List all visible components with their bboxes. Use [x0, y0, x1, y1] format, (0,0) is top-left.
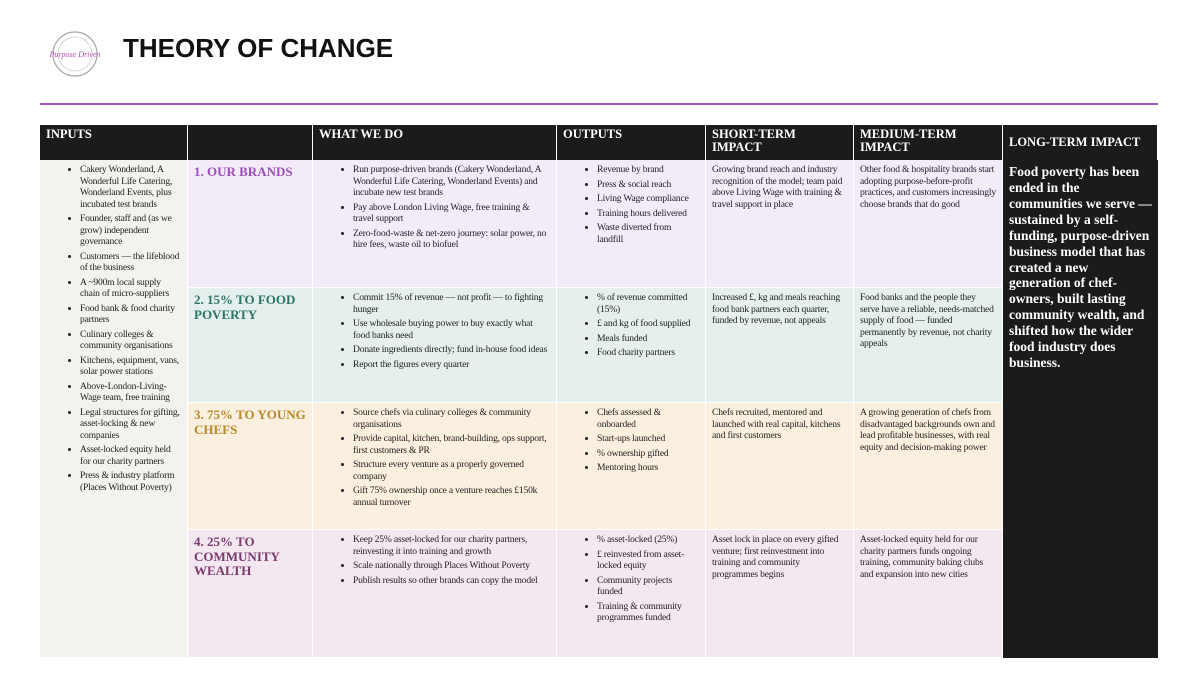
row-label: 2. 15% TO FOOD POVERTY: [188, 288, 313, 403]
what-we-do-item: Scale nationally through Places Without …: [353, 560, 550, 572]
output-item: Meals funded: [597, 333, 699, 345]
medium-term-cell: Other food & hospitality brands start ad…: [854, 160, 1003, 288]
outputs-cell: % asset-locked (25%) £ reinvested from as…: [557, 530, 706, 658]
inputs-cell: Cakery Wonderland, A Wonderful Life Cate…: [40, 160, 188, 658]
outputs-cell: % of revenue committed (15%) £ and kg of …: [557, 288, 706, 403]
outputs-cell: Chefs assessed & onboarded Start-ups laun…: [557, 403, 706, 530]
output-item: Waste diverted from landfill: [597, 222, 699, 245]
header-cell: OUTPUTS: [557, 125, 706, 160]
row-label: 3. 75% TO YOUNG CHEFS: [188, 403, 313, 530]
row-label: 1. OUR BRANDS: [188, 160, 313, 288]
output-item: £ reinvested from asset-locked equity: [597, 549, 699, 572]
what-we-do-list: Source chefs via culinary colleges & com…: [319, 407, 550, 508]
medium-term-cell: Food banks and the people they serve hav…: [854, 288, 1003, 403]
input-item: Asset-locked equity held for our charity…: [80, 444, 181, 467]
what-we-do-item: Publish results so other brands can copy…: [353, 575, 550, 587]
output-item: £ and kg of food supplied: [597, 318, 699, 330]
header-cell: INPUTS: [40, 125, 188, 160]
what-we-do-item: Provide capital, kitchen, brand-building…: [353, 433, 550, 456]
output-item: % asset-locked (25%): [597, 534, 699, 546]
short-term-cell: Asset lock in place on every gifted vent…: [706, 530, 854, 658]
output-item: Community projects funded: [597, 575, 699, 598]
output-item: Training & community programmes funded: [597, 601, 699, 624]
what-we-do-item: Commit 15% of revenue — not profit — to …: [353, 292, 550, 315]
input-item: Above-London-Living-Wage team, free trai…: [80, 381, 181, 404]
output-item: Chefs assessed & onboarded: [597, 407, 699, 430]
output-item: Start-ups launched: [597, 433, 699, 445]
page-title: THEORY OF CHANGE: [123, 33, 394, 63]
output-item: Press & social reach: [597, 179, 699, 191]
output-item: Living Wage compliance: [597, 193, 699, 205]
what-we-do-item: Use wholesale buying power to buy exactl…: [353, 318, 550, 341]
logo: Purpose Driven: [44, 30, 106, 78]
outputs-list: % of revenue committed (15%) £ and kg of …: [563, 292, 699, 359]
logo-text: Purpose Driven: [49, 50, 101, 59]
short-term-cell: Chefs recruited, mentored and launched w…: [706, 403, 854, 530]
input-item: Culinary colleges & community organisati…: [80, 329, 181, 352]
input-item: A ~900m local supply chain of micro-supp…: [80, 277, 181, 300]
long-term-cell: Food poverty has been ended in the commu…: [1003, 160, 1158, 658]
what-we-do-cell: Commit 15% of revenue — not profit — to …: [313, 288, 557, 403]
header-cell: MEDIUM-TERM IMPACT: [854, 125, 1003, 160]
what-we-do-cell: Source chefs via culinary colleges & com…: [313, 403, 557, 530]
outputs-list: Chefs assessed & onboarded Start-ups laun…: [563, 407, 699, 474]
what-we-do-item: Structure every venture as a properly go…: [353, 459, 550, 482]
input-item: Customers — the lifeblood of the busines…: [80, 251, 181, 274]
what-we-do-item: Run purpose-driven brands (Cakery Wonder…: [353, 164, 550, 199]
what-we-do-cell: Run purpose-driven brands (Cakery Wonder…: [313, 160, 557, 288]
output-item: % of revenue committed (15%): [597, 292, 699, 315]
output-item: Revenue by brand: [597, 164, 699, 176]
output-item: Food charity partners: [597, 347, 699, 359]
input-item: Kitchens, equipment, vans, solar power s…: [80, 355, 181, 378]
header-cell: [188, 125, 313, 160]
what-we-do-item: Pay above London Living Wage, free train…: [353, 202, 550, 225]
header-cell: LONG-TERM IMPACT: [1003, 125, 1158, 160]
logo-badge: Purpose Driven: [49, 31, 101, 77]
outputs-list: % asset-locked (25%) £ reinvested from as…: [563, 534, 699, 624]
row-label: 4. 25% TO COMMUNITY WEALTH: [188, 530, 313, 658]
what-we-do-list: Commit 15% of revenue — not profit — to …: [319, 292, 550, 370]
medium-term-cell: Asset-locked equity held for our charity…: [854, 530, 1003, 658]
what-we-do-item: Zero-food-waste & net-zero journey: sola…: [353, 228, 550, 251]
what-we-do-item: Donate ingredients directly; fund in-hou…: [353, 344, 550, 356]
what-we-do-list: Run purpose-driven brands (Cakery Wonder…: [319, 164, 550, 251]
input-item: Legal structures for gifting, asset-lock…: [80, 407, 181, 442]
what-we-do-item: Source chefs via culinary colleges & com…: [353, 407, 550, 430]
what-we-do-cell: Keep 25% asset-locked for our charity pa…: [313, 530, 557, 658]
outputs-cell: Revenue by brand Press & social reach Livi…: [557, 160, 706, 288]
outputs-list: Revenue by brand Press & social reach Livi…: [563, 164, 699, 245]
inputs-list: Cakery Wonderland, A Wonderful Life Cate…: [46, 164, 181, 493]
header-cell: SHORT-TERM IMPACT: [706, 125, 854, 160]
header-cell: WHAT WE DO: [313, 125, 557, 160]
what-we-do-item: Gift 75% ownership once a venture reache…: [353, 485, 550, 508]
input-item: Press & industry platform (Places Withou…: [80, 470, 181, 493]
short-term-cell: Growing brand reach and industry recogni…: [706, 160, 854, 288]
input-item: Founder, staff and (as we grow) independ…: [80, 213, 181, 248]
what-we-do-item: Report the figures every quarter: [353, 359, 550, 371]
short-term-cell: Increased £, kg and meals reaching food …: [706, 288, 854, 403]
what-we-do-list: Keep 25% asset-locked for our charity pa…: [319, 534, 550, 586]
output-item: % ownership gifted: [597, 448, 699, 460]
medium-term-cell: A growing generation of chefs from disad…: [854, 403, 1003, 530]
what-we-do-item: Keep 25% asset-locked for our charity pa…: [353, 534, 550, 557]
output-item: Training hours delivered: [597, 208, 699, 220]
input-item: Food bank & food charity partners: [80, 303, 181, 326]
divider: [40, 103, 1158, 105]
input-item: Cakery Wonderland, A Wonderful Life Cate…: [80, 164, 181, 210]
output-item: Mentoring hours: [597, 462, 699, 474]
